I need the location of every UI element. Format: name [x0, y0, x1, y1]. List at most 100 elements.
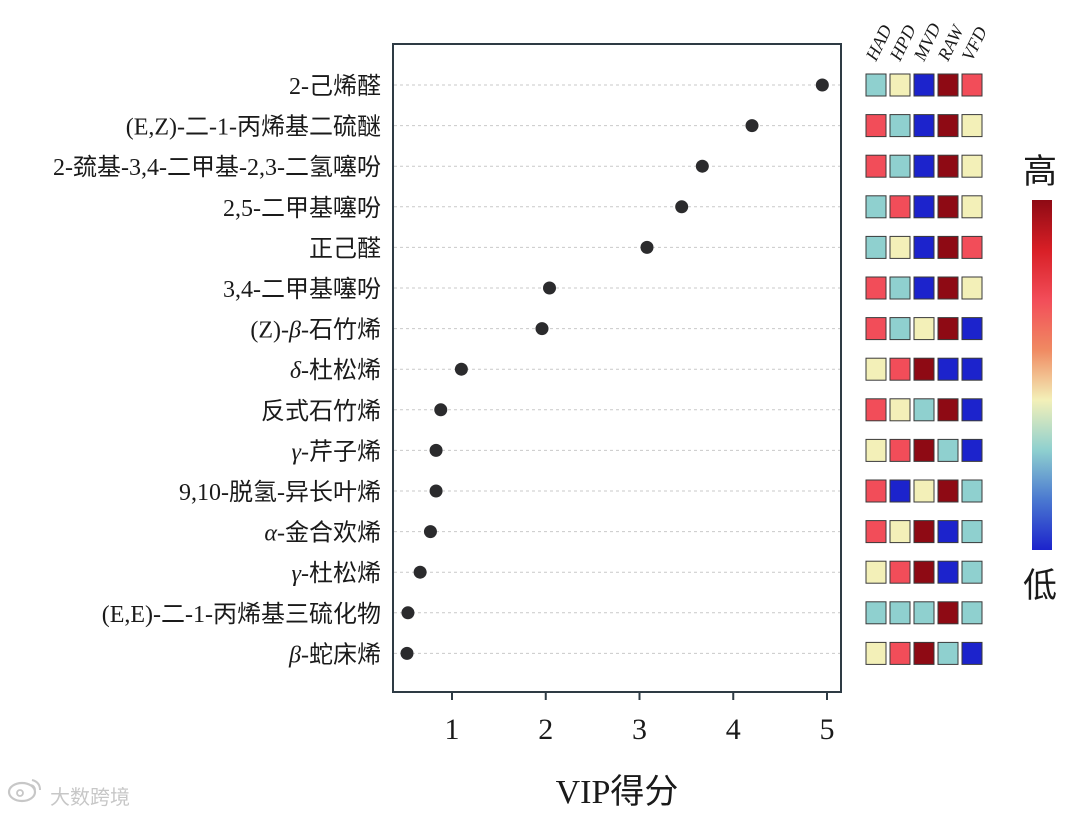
- watermark-text: 大数跨境: [50, 785, 130, 809]
- heatmap-cell: [961, 73, 983, 97]
- heatmap-cell: [865, 641, 887, 665]
- heatmap-cell: [913, 357, 935, 381]
- x-tick-label: 1: [445, 713, 460, 746]
- heatmap-cell: [889, 154, 911, 178]
- heatmap-cell: [961, 601, 983, 625]
- heatmap-cell: [913, 560, 935, 584]
- heatmap-cell: [889, 357, 911, 381]
- heatmap-cell: [937, 560, 959, 584]
- x-tick-label: 3: [632, 713, 647, 746]
- x-tick-label: 4: [726, 713, 741, 746]
- heatmap-cell: [937, 641, 959, 665]
- heatmap-cell: [865, 276, 887, 300]
- heatmap-cell: [937, 398, 959, 422]
- y-tick-label: 3,4-二甲基噻吩: [223, 276, 381, 303]
- y-tick-label: 2-巯基-3,4-二甲基-2,3-二氢噻吩: [53, 154, 381, 181]
- data-point: [745, 119, 759, 133]
- heatmap-cell: [889, 560, 911, 584]
- heatmap-cell: [865, 560, 887, 584]
- heatmap-cell: [937, 114, 959, 138]
- data-point: [400, 646, 414, 660]
- heatmap-cell: [865, 479, 887, 503]
- heatmap-cell: [937, 235, 959, 259]
- y-tick-label: 反式石竹烯: [261, 398, 381, 425]
- y-tick-label: β-蛇床烯: [288, 641, 381, 668]
- heatmap-cell: [913, 73, 935, 97]
- legend-low-label: 低: [1023, 568, 1057, 605]
- y-tick-label: (E,Z)-二-1-丙烯基二硫醚: [126, 114, 381, 141]
- y-tick-label: (E,E)-二-1-丙烯基三硫化物: [102, 601, 381, 628]
- heatmap-cell: [937, 438, 959, 462]
- data-point: [675, 200, 689, 214]
- data-point: [413, 565, 427, 579]
- heatmap-cell: [865, 601, 887, 625]
- heatmap-cell: [889, 641, 911, 665]
- x-axis-title: VIP得分: [556, 773, 679, 811]
- data-point: [434, 403, 448, 417]
- heatmap-cell: [865, 438, 887, 462]
- data-point: [429, 443, 443, 457]
- y-tick-label: γ-芹子烯: [292, 438, 381, 465]
- x-axis: 1 2 3 4 5: [445, 692, 835, 746]
- heatmap-cell: [961, 317, 983, 341]
- y-tick-labels: 2-己烯醛 (E,Z)-二-1-丙烯基二硫醚 2-巯基-3,4-二甲基-2,3-二氢…: [53, 73, 381, 668]
- y-tick-label: (Z)-β-石竹烯: [250, 317, 381, 344]
- plot-frame: [392, 43, 842, 693]
- heatmap-cell: [865, 114, 887, 138]
- heatmap-cell: [865, 398, 887, 422]
- y-tick-label: α-金合欢烯: [264, 520, 381, 547]
- heatmap-cell: [913, 398, 935, 422]
- heatmap-cell: [961, 276, 983, 300]
- heatmap-cell: [961, 438, 983, 462]
- heatmap-cell: [913, 154, 935, 178]
- y-tick-label: 2,5-二甲基噻吩: [223, 195, 381, 222]
- data-points: [400, 78, 829, 660]
- heatmap-cell: [889, 114, 911, 138]
- heatmap-cell: [865, 520, 887, 544]
- data-point: [423, 525, 437, 539]
- heatmap-cell: [961, 195, 983, 219]
- data-point: [401, 606, 415, 620]
- heatmap-cell: [913, 276, 935, 300]
- heatmap-cell: [889, 195, 911, 219]
- heatmap-cell: [913, 641, 935, 665]
- heatmap-cell: [889, 520, 911, 544]
- y-tick-label: 2-己烯醛: [289, 73, 381, 100]
- heatmap-cell: [961, 641, 983, 665]
- heatmap-cell: [889, 438, 911, 462]
- heatmap-cell: [889, 398, 911, 422]
- color-legend: 高 低: [1023, 153, 1057, 605]
- y-tick-label: 9,10-脱氢-异长叶烯: [179, 479, 381, 506]
- heatmap-cell: [913, 438, 935, 462]
- y-tick-label: γ-杜松烯: [292, 560, 381, 587]
- heatmap-cell: [961, 520, 983, 544]
- heatmap-cell: [913, 601, 935, 625]
- heatmap-cell: [865, 235, 887, 259]
- heatmap-cell: [865, 154, 887, 178]
- heatmap-cell: [937, 601, 959, 625]
- heatmap-cell: [889, 479, 911, 503]
- watermark: 大数跨境: [7, 779, 130, 809]
- heatmap-cell: [889, 73, 911, 97]
- heatmap-cell: [889, 276, 911, 300]
- weibo-like-logo-icon: [7, 779, 41, 803]
- heatmap-cell: [937, 73, 959, 97]
- gridlines: [394, 84, 840, 654]
- heatmap-cell: [961, 154, 983, 178]
- data-point: [429, 484, 443, 498]
- heatmap-cell: [913, 235, 935, 259]
- heatmap-cell: [961, 114, 983, 138]
- heatmap-cell: [913, 317, 935, 341]
- data-point: [695, 159, 709, 173]
- data-point: [454, 362, 468, 376]
- heatmap-cell: [913, 195, 935, 219]
- x-tick-label: 2: [538, 713, 553, 746]
- heatmap-cell: [937, 317, 959, 341]
- heatmap-cell: [937, 154, 959, 178]
- heatmap-cell: [937, 520, 959, 544]
- heatmap-cell: [913, 520, 935, 544]
- x-tick-label: 5: [820, 713, 835, 746]
- legend-color-bar: [1032, 200, 1052, 550]
- heatmap-cell: [937, 195, 959, 219]
